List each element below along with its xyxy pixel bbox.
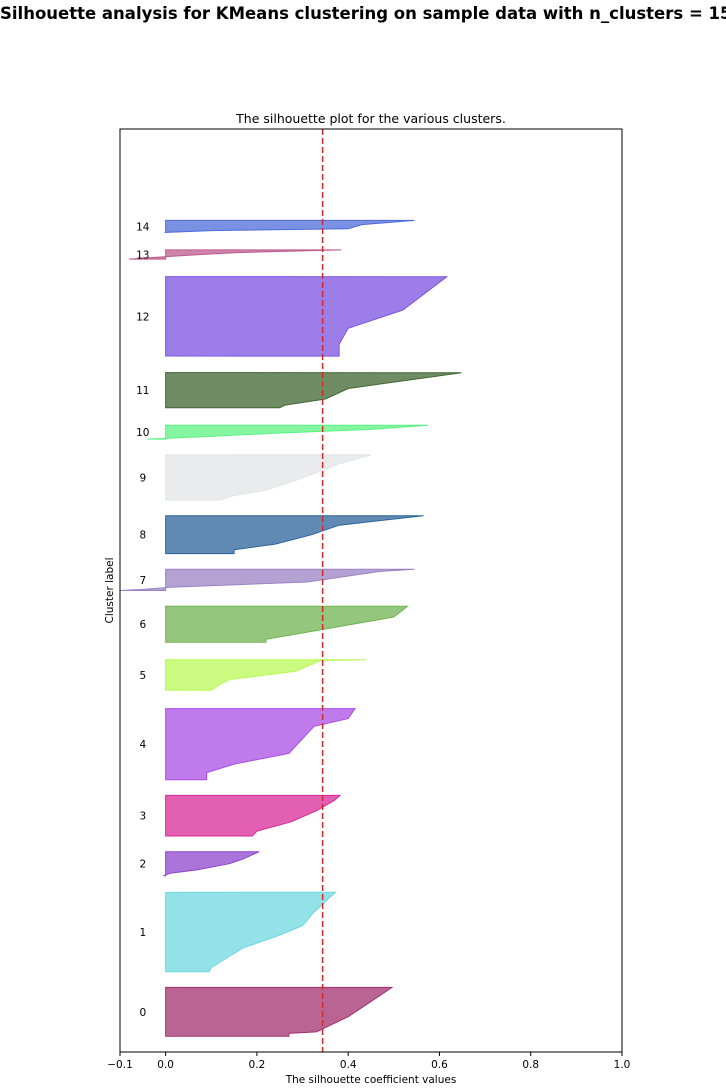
cluster-13-label: 13 [136,250,149,262]
cluster-10-silhouette [147,424,429,440]
x-tick-label: 0.6 [431,1059,448,1071]
x-axis-label: The silhouette coefficient values [285,1074,457,1086]
cluster-7-label: 7 [139,575,146,587]
x-tick-label: −0.1 [107,1059,133,1071]
cluster-5-silhouette [165,659,367,691]
cluster-4-label: 4 [139,739,146,751]
cluster-6-silhouette [165,605,409,643]
x-tick-label: 0.8 [522,1059,539,1071]
cluster-0-silhouette [165,986,394,1037]
y-axis-label: Cluster label [104,558,116,624]
x-tick-label: 1.0 [614,1059,631,1071]
cluster-2-label: 2 [139,859,146,871]
cluster-11-silhouette [165,372,462,409]
x-tick-label: 0.2 [249,1059,266,1071]
x-tick-label: 0.4 [340,1059,357,1071]
cluster-9-silhouette [165,454,372,501]
x-tick-label: 0.0 [157,1059,174,1071]
cluster-12-silhouette [165,276,449,357]
plot-frame [119,128,623,1053]
cluster-1-silhouette [165,891,337,973]
cluster-8-silhouette [165,515,424,555]
cluster-14-label: 14 [136,221,150,233]
cluster-silhouettes [119,219,462,1037]
cluster-11-label: 11 [136,385,149,397]
cluster-4-silhouette [165,708,356,781]
cluster-8-label: 8 [139,530,146,542]
cluster-9-label: 9 [139,472,146,484]
chart-title: The silhouette plot for the various clus… [235,111,506,126]
cluster-6-label: 6 [139,619,146,631]
cluster-13-silhouette [129,249,342,260]
cluster-10-label: 10 [136,427,149,439]
cluster-3-label: 3 [139,811,146,823]
x-axis-ticks: −0.1 0.0 0.2 0.4 0.6 0.8 1.0 [107,1052,630,1071]
cluster-7-silhouette [119,568,415,591]
cluster-3-silhouette [165,794,342,837]
cluster-14-silhouette [163,219,415,233]
cluster-2-silhouette [163,851,260,877]
cluster-5-label: 5 [139,670,146,682]
figure-suptitle: Silhouette analysis for KMeans clusterin… [0,4,726,23]
cluster-1-label: 1 [139,927,146,939]
cluster-12-label: 12 [136,311,149,323]
cluster-0-label: 0 [139,1007,146,1019]
